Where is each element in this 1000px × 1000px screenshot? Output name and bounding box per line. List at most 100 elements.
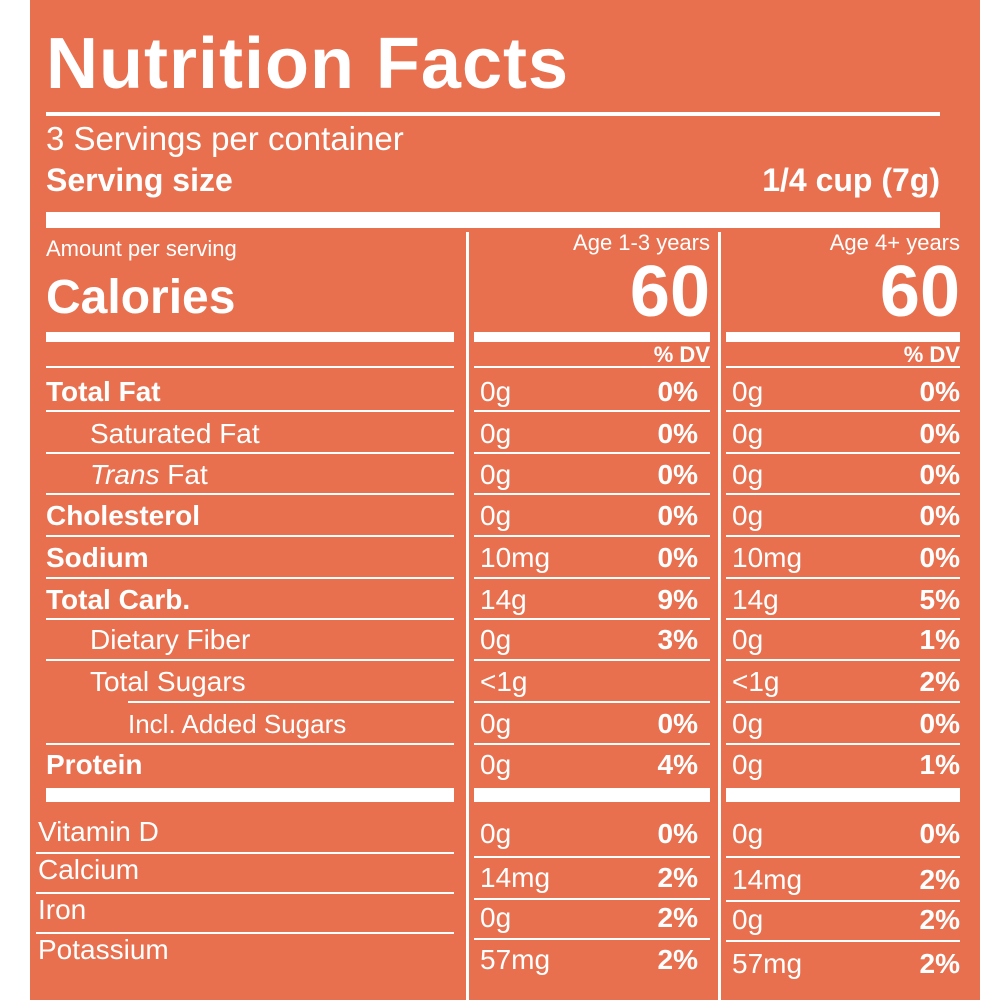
col1-amount: 0g [480,902,512,933]
serving-size-label: Serving size [46,162,233,198]
col1-amount: 14mg [480,862,551,893]
col2-calories: 60 [879,252,960,332]
vitamin-name: Vitamin D [38,816,159,847]
trans-label: Trans [90,459,160,490]
row-rule [726,535,960,537]
row-rule [474,938,710,940]
row-rule [474,701,710,703]
row-rule [474,743,710,745]
row-rule [474,856,710,858]
col2-amount: 0g [732,418,764,449]
row-rule [46,618,454,620]
col1-amount: 57mg [480,944,551,975]
col2-percent: 0% [919,500,960,531]
col1-amount: 10mg [480,542,551,573]
row-rule [726,743,960,745]
row-rule [726,659,960,661]
col2-amount: 10mg [732,542,803,573]
col2-amount: 0g [732,500,764,531]
nutrient-name: Saturated Fat [90,418,260,449]
col2-percent: 0% [919,418,960,449]
row-rule [726,856,960,858]
col1-amount: 0g [480,708,512,739]
nutrient-name: Total Sugars [90,666,246,697]
col2-header: Age 4+ years [829,230,960,255]
col2-dv-label: % DV [903,342,960,367]
row-rule [726,900,960,902]
col2-percent: 0% [919,818,960,849]
row-rule [726,410,960,412]
dv-rule-right [726,366,960,368]
dv-rule-left [46,366,454,368]
row-rule [474,898,710,900]
row-rule [36,852,454,854]
vitamin-name: Iron [38,894,87,925]
col1-percent: 0% [657,818,698,849]
col1-percent: 0% [657,708,698,739]
nutrient-name: Incl. Added Sugars [128,709,347,739]
row-rule [46,493,454,495]
col-divider-2 [718,232,721,1000]
row-rule [46,743,454,745]
col2-amount: 14g [732,584,779,615]
col2-amount: 0g [732,818,764,849]
col2-percent: 0% [919,376,960,407]
col1-percent: 3% [657,624,698,655]
nutrient-name: Total Fat [46,376,161,407]
col1-amount: 0g [480,459,512,490]
nutrition-label: Nutrition Facts 3 Servings per container… [30,0,1000,1000]
col2-percent: 1% [919,749,960,780]
thick-rule-vitamins-left [46,788,454,802]
row-rule [46,535,454,537]
col2-percent: 2% [919,666,960,697]
col2-amount: 0g [732,904,764,935]
row-rule [474,659,710,661]
label-title: Nutrition Facts [46,24,570,104]
col1-header: Age 1-3 years [573,230,710,255]
col1-amount: 0g [480,818,512,849]
col2-amount: <1g [732,666,780,697]
col1-percent: 9% [657,584,698,615]
nutrient-name: Dietary Fiber [90,624,251,655]
col1-amount: 0g [480,376,512,407]
col2-percent: 2% [919,864,960,895]
nutrient-name: Sodium [46,542,149,573]
row-rule [474,535,710,537]
col1-amount: 0g [480,500,512,531]
vitamin-name: Potassium [38,934,169,965]
thick-rule-vitamins-right [726,788,960,802]
col1-percent: 0% [657,542,698,573]
col1-percent: 0% [657,376,698,407]
row-rule [474,577,710,579]
row-rule [128,701,454,703]
col2-amount: 0g [732,749,764,780]
col1-amount: 14g [480,584,527,615]
col-divider-1 [466,232,469,1000]
col1-percent: 2% [657,902,698,933]
col1-dv-label: % DV [653,342,710,367]
row-rule [36,932,454,934]
nutrient-name: Trans Fat [90,461,208,489]
col1-calories: 60 [629,252,710,332]
col2-percent: 1% [919,624,960,655]
col2-percent: 2% [919,948,960,979]
cal-rule-right [726,332,960,342]
row-rule [46,410,454,412]
col1-percent: 0% [657,418,698,449]
vitamin-name: Calcium [38,854,140,885]
col1-percent: 4% [657,749,698,780]
col2-percent: 2% [919,904,960,935]
col2-percent: 0% [919,708,960,739]
cal-rule-left [46,332,454,342]
row-rule [726,577,960,579]
nutrient-name: Protein [46,749,143,780]
row-rule [726,452,960,454]
row-rule [474,618,710,620]
row-rule [474,493,710,495]
col1-amount: 0g [480,749,512,780]
col1-amount: 0g [480,624,512,655]
thick-rule-top [46,212,940,228]
row-rule [726,493,960,495]
servings-per-container: 3 Servings per container [46,120,404,157]
col2-amount: 0g [732,624,764,655]
